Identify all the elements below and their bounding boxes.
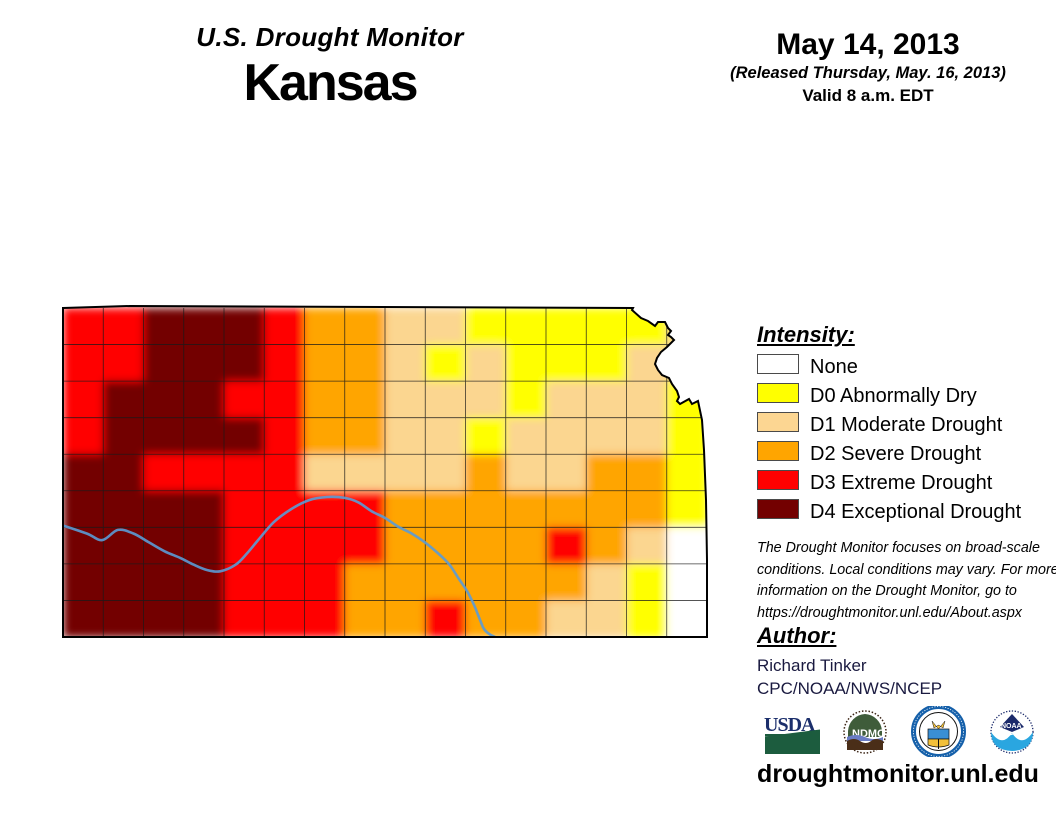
- svg-text:NOAA: NOAA: [1001, 723, 1022, 730]
